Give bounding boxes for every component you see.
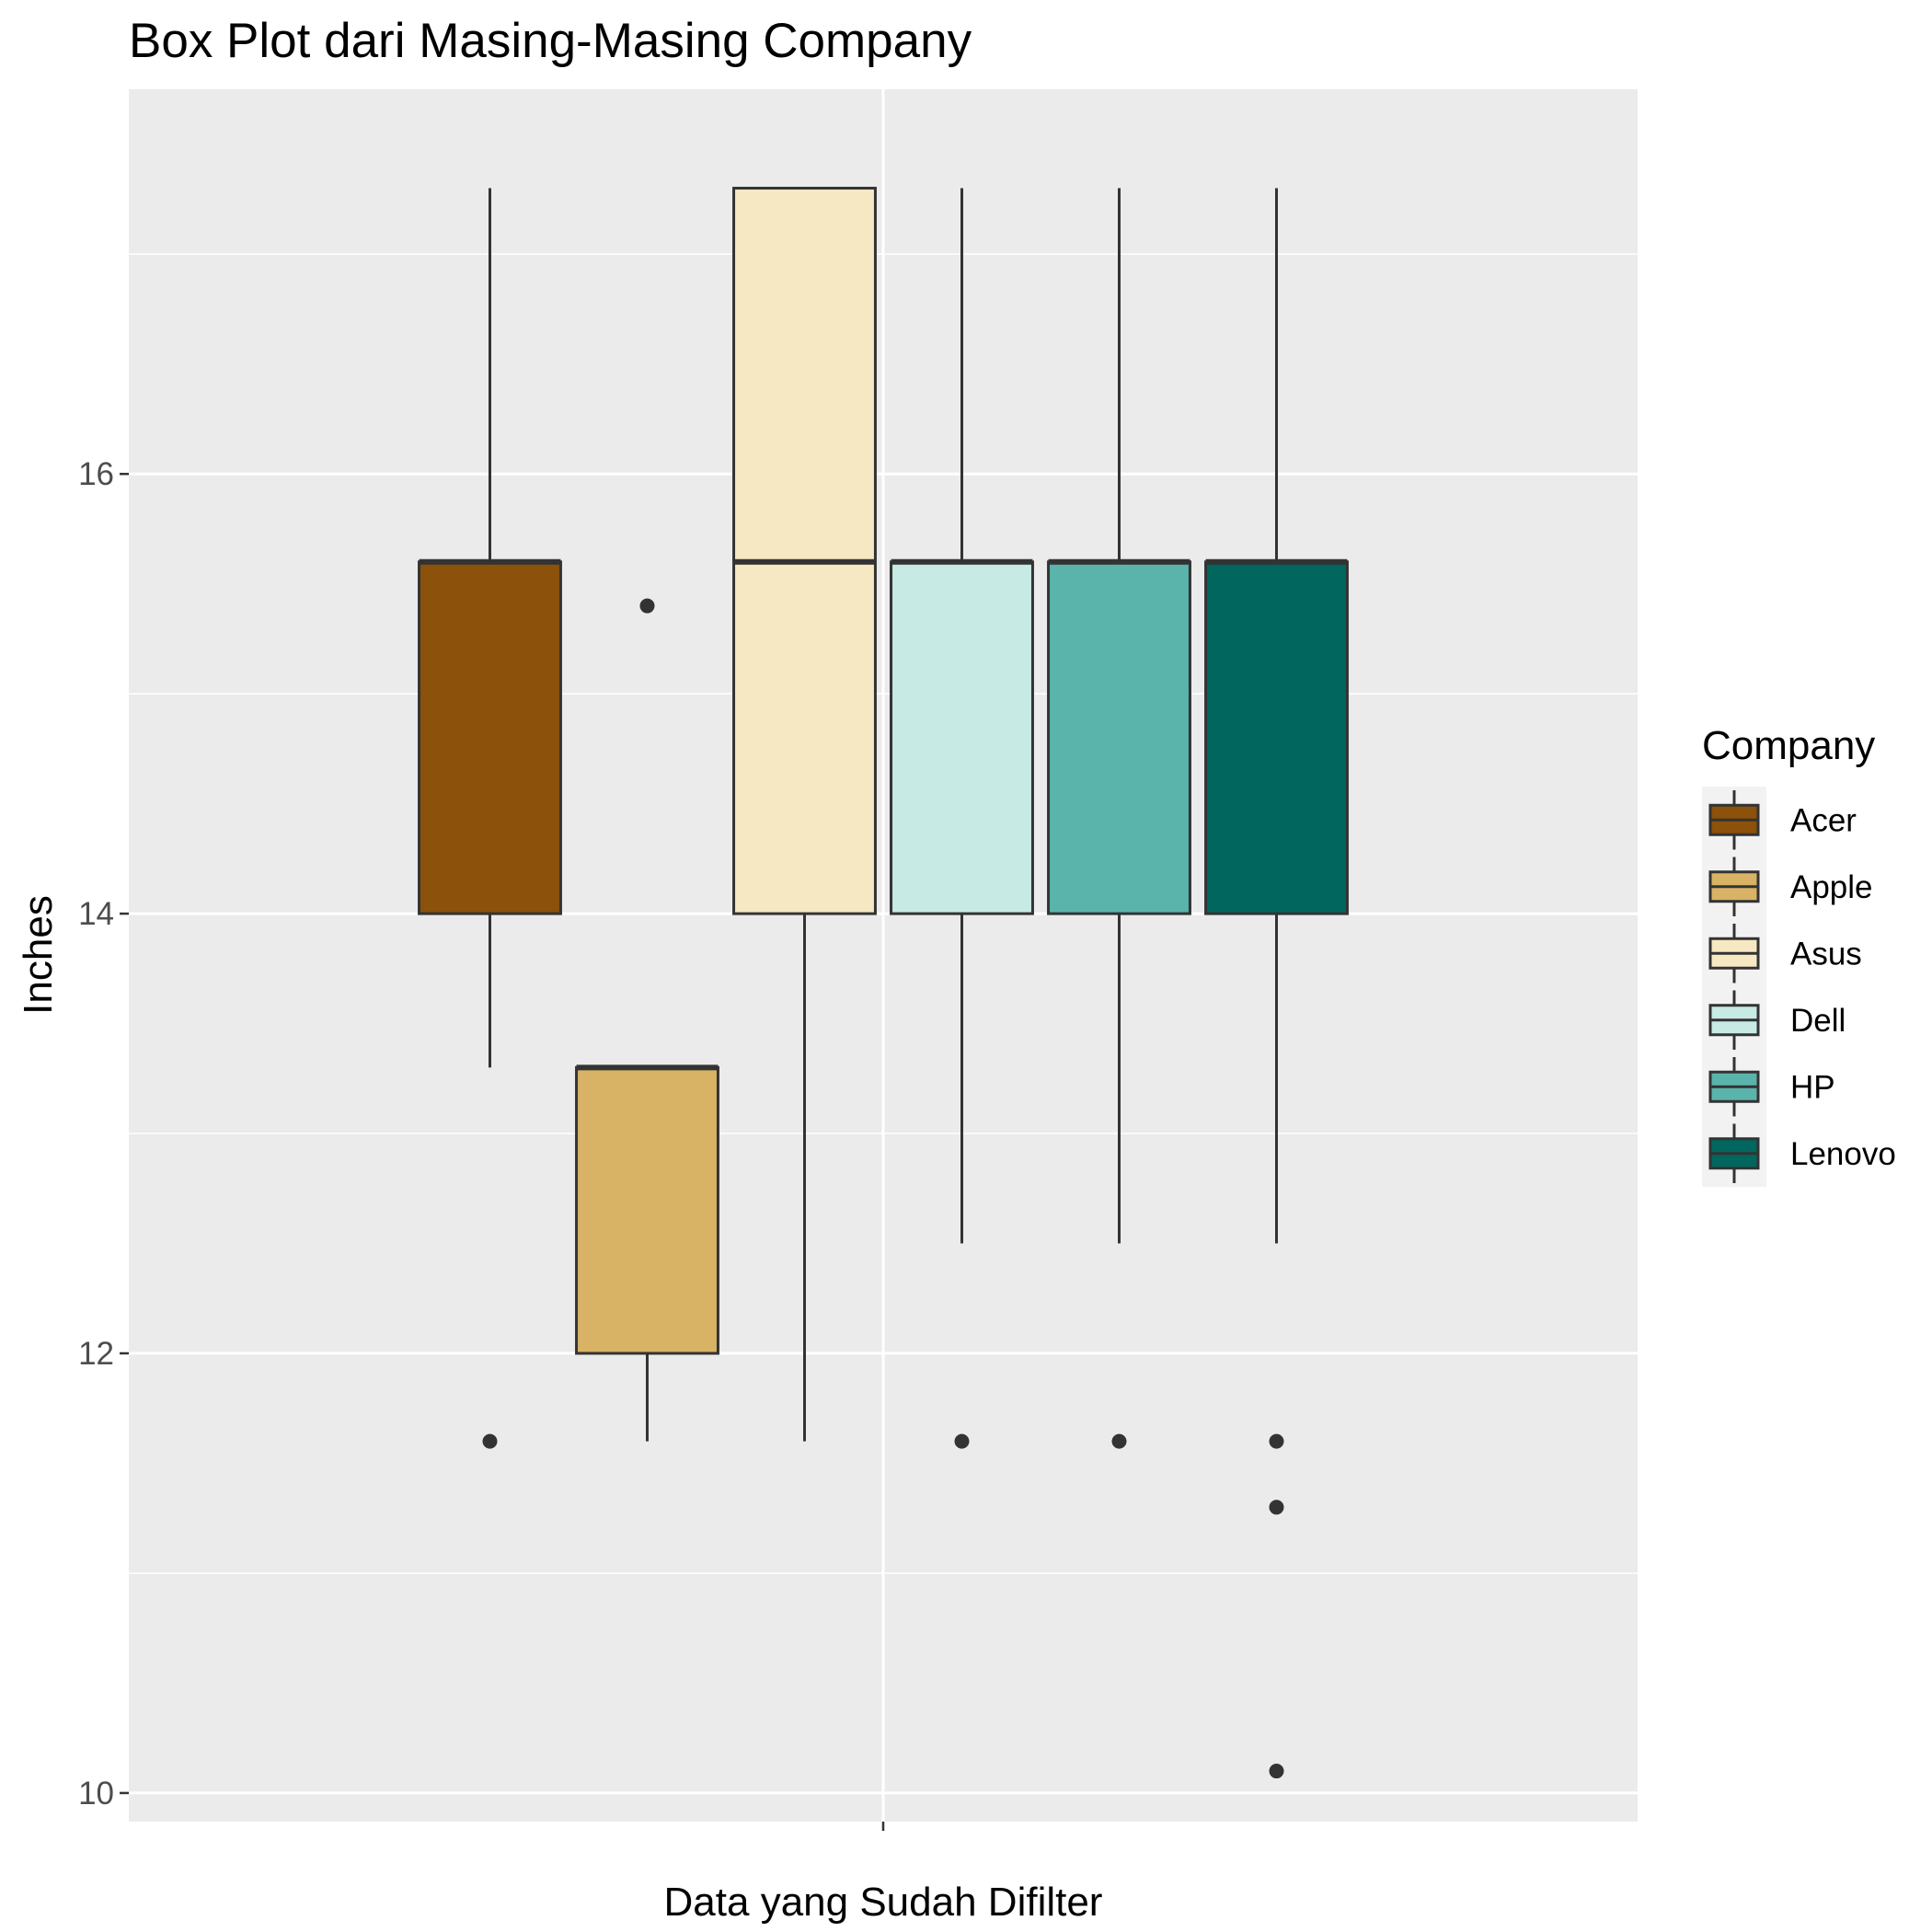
legend: Company Acer Apple Asus Dell HP Lenovo: [1702, 723, 1896, 1187]
box-body: [418, 560, 562, 915]
legend-item-acer: Acer: [1708, 790, 1857, 850]
box-apple: [575, 598, 719, 1442]
box-body: [1204, 560, 1349, 915]
y-tick-label: 10: [78, 1776, 114, 1811]
box-dell: [890, 188, 1034, 1449]
y-tick-label: 16: [78, 456, 114, 492]
outlier-point: [639, 598, 655, 614]
outlier-point: [954, 1433, 970, 1449]
legend-item-dell: Dell: [1708, 990, 1846, 1050]
legend-label: Asus: [1790, 936, 1862, 972]
box-acer: [418, 188, 562, 1449]
legend-item-apple: Apple: [1708, 857, 1873, 916]
legend-item-lenovo: Lenovo: [1708, 1123, 1896, 1183]
legend-items: Acer Apple Asus Dell HP Lenovo: [1702, 787, 1896, 1187]
chart-title: Box Plot dari Masing-Masing Company: [129, 14, 972, 68]
box-lenovo: [1204, 188, 1349, 1779]
box-body: [575, 1065, 719, 1355]
legend-label: Acer: [1790, 802, 1857, 838]
outlier-point: [1269, 1764, 1284, 1779]
legend-title: Company: [1702, 723, 1875, 768]
legend-label: Lenovo: [1790, 1136, 1896, 1172]
box-asus: [732, 187, 877, 1442]
y-tick-label: 14: [78, 896, 114, 932]
legend-label: Apple: [1790, 869, 1873, 905]
box-body: [732, 187, 877, 915]
outlier-point: [1269, 1433, 1284, 1449]
major-gridlines: [129, 89, 1638, 1822]
outlier-point: [482, 1433, 498, 1449]
legend-label: HP: [1790, 1069, 1835, 1105]
y-axis-title: Inches: [16, 895, 61, 1015]
legend-key-background: [1702, 787, 1766, 1187]
box-hp: [1047, 188, 1191, 1449]
x-axis-title: Data yang Sudah Difilter: [664, 1880, 1103, 1925]
legend-item-hp: HP: [1708, 1057, 1835, 1117]
y-tick-label: 12: [78, 1336, 114, 1372]
box-series-group: [418, 187, 1349, 1779]
legend-label: Dell: [1790, 1003, 1846, 1039]
legend-item-asus: Asus: [1708, 924, 1862, 983]
outlier-point: [1111, 1433, 1127, 1449]
box-body: [890, 560, 1034, 915]
box-body: [1047, 560, 1191, 915]
y-axis: 10 12 14 16: [78, 456, 129, 1811]
outlier-point: [1269, 1500, 1284, 1515]
